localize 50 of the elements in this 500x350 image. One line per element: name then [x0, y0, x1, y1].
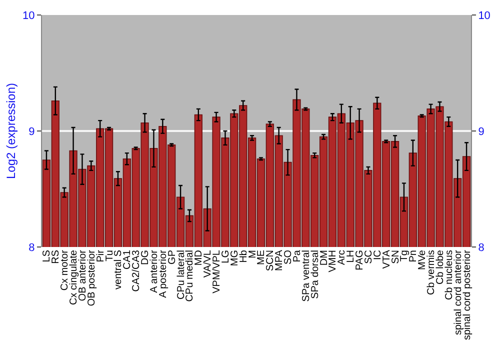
y-tick-label: 10: [22, 10, 35, 22]
x-tick-label: LG: [220, 250, 232, 264]
x-tick-label: ventral S: [113, 250, 124, 290]
x-tick-label: DM: [318, 250, 330, 266]
y-tick-label: 9: [28, 126, 35, 138]
y-axis-title: Log2 (expression): [4, 82, 18, 180]
x-tick-label: MPA: [274, 250, 286, 271]
x-tick-label: Cb lobe: [434, 250, 446, 284]
x-tick-label: Cb nucleus: [444, 250, 455, 300]
x-tick-label: A anterior: [148, 249, 160, 293]
y2-tick-label: 10: [478, 10, 490, 22]
x-tick-label: A posterior: [158, 249, 169, 298]
x-tick-label: Hb: [238, 250, 250, 263]
x-tick-label: Pir: [95, 249, 106, 262]
y2-tick-label: 8: [478, 242, 484, 254]
x-tick-label: Cx cingulate: [68, 250, 80, 306]
x-tick-label: Tg: [399, 250, 410, 262]
x-tick-label: SN: [390, 250, 402, 264]
y-tick-label: 8: [28, 242, 35, 254]
x-tick-label: spinal cord anterior: [452, 249, 464, 336]
x-tick-label: SO: [283, 250, 294, 264]
x-tick-label: MG: [229, 250, 240, 266]
x-tick-label: LH: [346, 250, 357, 263]
x-tick-label: Pa: [292, 250, 303, 262]
x-tick-label: VMH: [328, 250, 339, 272]
x-tick-label: SPa dorsal: [310, 250, 321, 299]
x-tick-label: CPu medial: [184, 250, 196, 302]
x-tick-label: IC: [372, 250, 384, 260]
x-tick-label: OB anterior: [77, 249, 88, 302]
x-tick-label: CA1: [122, 250, 134, 270]
x-tick-label: Arc: [336, 250, 348, 265]
x-tick-label: RS: [50, 250, 62, 264]
x-tick-label: VTA: [381, 250, 392, 269]
x-tick-label: M: [247, 250, 258, 258]
x-tick-label: CA2/CA3: [131, 250, 142, 292]
x-tick-label: Tu: [104, 250, 116, 262]
x-tick-label: VPM/VPL: [212, 250, 223, 294]
x-tick-label: MVe: [417, 250, 428, 270]
x-tick-label: Pn: [408, 250, 420, 262]
y2-tick-label: 9: [478, 126, 484, 138]
x-tick-label: GP: [166, 250, 178, 264]
x-tick-label: SCN: [265, 250, 276, 272]
x-tick-label: DG: [140, 250, 152, 265]
x-tick-label: spinal cord posterior: [462, 249, 473, 340]
x-tick-label: SC: [363, 250, 374, 264]
x-tick-label: OB posterior: [86, 249, 98, 306]
x-tick-label: LS: [42, 250, 53, 262]
x-tick-label: PAG: [354, 250, 366, 270]
x-tick-label: ME: [256, 250, 268, 265]
x-tick-label: SPa ventral: [300, 250, 312, 302]
